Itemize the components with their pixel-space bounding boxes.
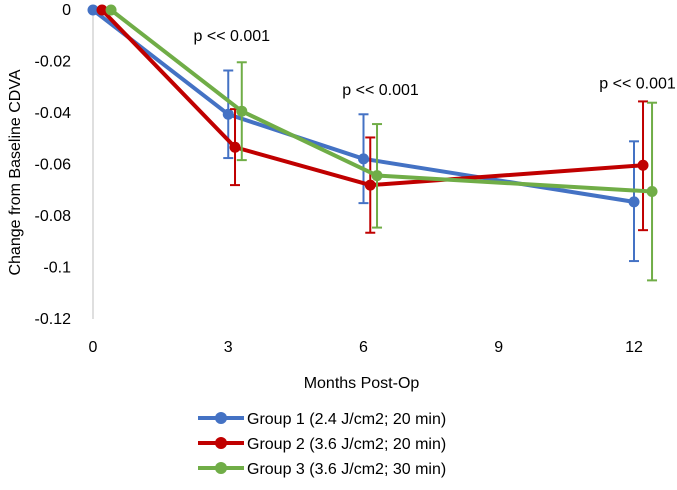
legend: Group 1 (2.4 J/cm2; 20 min) Group 2 (3.6 … xyxy=(198,411,446,478)
y-tick-label: 0 xyxy=(62,2,71,19)
data-point xyxy=(105,4,117,16)
y-tick-label: -0.06 xyxy=(35,157,72,174)
x-axis-ticks: 0 3 6 9 12 xyxy=(89,339,643,356)
x-tick-label: 9 xyxy=(494,339,503,356)
legend-label: Group 1 (2.4 J/cm2; 20 min) xyxy=(247,411,446,428)
x-tick-label: 6 xyxy=(359,339,368,356)
legend-item: Group 1 (2.4 J/cm2; 20 min) xyxy=(198,411,446,428)
y-tick-label: -0.1 xyxy=(43,260,71,277)
data-point xyxy=(637,159,649,171)
data-point xyxy=(358,153,369,165)
data-point xyxy=(87,4,99,16)
series-3 xyxy=(105,4,658,282)
y-tick-label: -0.08 xyxy=(35,208,72,225)
x-tick-label: 3 xyxy=(224,339,233,356)
data-point xyxy=(371,170,383,182)
annotation-layer: p << 0.001 p << 0.001 p << 0.001 xyxy=(194,28,676,99)
series-line xyxy=(109,8,653,194)
data-point xyxy=(222,108,234,120)
legend-item: Group 2 (3.6 J/cm2; 20 min) xyxy=(198,436,446,453)
y-axis-ticks: 0 -0.02 -0.04 -0.06 -0.08 -0.1 -0.12 xyxy=(35,2,72,328)
y-axis-label: Change from Baseline CDVA xyxy=(7,69,24,275)
x-tick-label: 12 xyxy=(625,339,643,356)
series-1 xyxy=(87,4,640,263)
x-axis-label: Months Post-Op xyxy=(304,375,420,392)
data-point xyxy=(96,4,108,16)
series-2 xyxy=(96,4,649,234)
series-layer xyxy=(87,4,658,282)
data-point xyxy=(229,141,241,153)
data-point xyxy=(364,179,376,191)
legend-label: Group 3 (3.6 J/cm2; 30 min) xyxy=(247,461,446,478)
legend-label: Group 2 (3.6 J/cm2; 20 min) xyxy=(247,436,446,453)
p-value-annotation: p << 0.001 xyxy=(194,28,271,45)
legend-swatch-marker xyxy=(215,462,227,474)
legend-swatch-marker xyxy=(215,412,227,424)
data-point xyxy=(236,105,248,117)
data-point xyxy=(646,186,658,198)
p-value-annotation: p << 0.001 xyxy=(342,82,419,99)
x-tick-label: 0 xyxy=(89,339,98,356)
legend-swatch-marker xyxy=(215,437,227,449)
p-value-annotation: p << 0.001 xyxy=(599,76,676,93)
data-point xyxy=(628,196,640,208)
legend-item: Group 3 (3.6 J/cm2; 30 min) xyxy=(198,461,446,478)
y-tick-label: -0.12 xyxy=(35,311,72,328)
plot-area: 0 -0.02 -0.04 -0.06 -0.08 -0.1 -0.12 0 3 6 9 12 p … xyxy=(35,2,676,356)
series-line xyxy=(100,8,644,188)
y-tick-label: -0.04 xyxy=(35,105,72,122)
y-tick-label: -0.02 xyxy=(35,54,72,71)
